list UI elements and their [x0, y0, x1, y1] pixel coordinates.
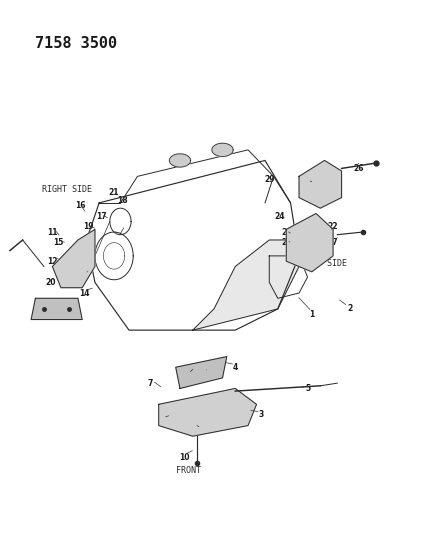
Polygon shape: [299, 160, 342, 208]
Text: 1: 1: [309, 310, 315, 319]
Text: 2: 2: [348, 304, 353, 313]
Text: 14: 14: [79, 288, 89, 297]
Text: 25: 25: [281, 238, 291, 247]
Text: 10: 10: [179, 453, 190, 462]
Text: FRONT: FRONT: [176, 466, 201, 475]
Text: 21: 21: [109, 188, 119, 197]
Text: 13: 13: [79, 270, 89, 279]
Text: 3: 3: [258, 410, 263, 419]
Text: 24: 24: [275, 212, 285, 221]
Text: 27: 27: [328, 238, 339, 247]
Ellipse shape: [212, 143, 233, 157]
Text: 7: 7: [148, 378, 153, 387]
Polygon shape: [52, 229, 95, 288]
Polygon shape: [159, 389, 256, 436]
Text: 20: 20: [45, 278, 56, 287]
Text: 23: 23: [281, 228, 291, 237]
Text: 26: 26: [354, 164, 364, 173]
Text: 7158 3500: 7158 3500: [36, 36, 118, 51]
Text: 4: 4: [233, 363, 238, 372]
Polygon shape: [286, 214, 333, 272]
Polygon shape: [176, 357, 227, 389]
Text: 19: 19: [83, 222, 94, 231]
Text: 8: 8: [207, 363, 212, 372]
Text: 16: 16: [75, 201, 85, 210]
Text: 18: 18: [117, 196, 128, 205]
Text: 30: 30: [183, 370, 194, 379]
Text: RIGHT SIDE: RIGHT SIDE: [42, 185, 92, 194]
Polygon shape: [31, 298, 82, 319]
Text: 29: 29: [264, 174, 274, 183]
Text: 5: 5: [305, 384, 310, 393]
Text: 6: 6: [160, 416, 166, 425]
Text: 11: 11: [47, 228, 58, 237]
Text: 22: 22: [328, 222, 338, 231]
Text: 28: 28: [302, 177, 313, 186]
Text: 15: 15: [54, 238, 64, 247]
Text: 17: 17: [96, 212, 107, 221]
Text: 12: 12: [47, 257, 58, 265]
Text: LEFT SIDE: LEFT SIDE: [302, 260, 347, 268]
Polygon shape: [193, 240, 299, 330]
Text: 9: 9: [199, 426, 204, 435]
Ellipse shape: [169, 154, 190, 167]
